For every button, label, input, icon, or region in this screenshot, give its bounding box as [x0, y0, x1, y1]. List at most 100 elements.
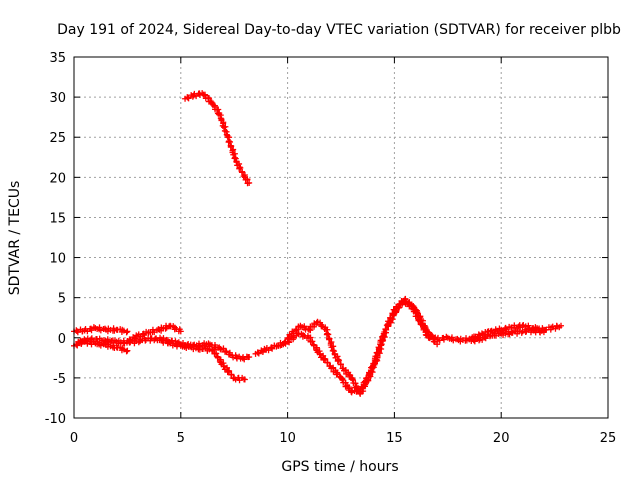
data-point	[238, 169, 245, 176]
data-point	[228, 371, 235, 378]
data-point	[376, 350, 383, 357]
x-tick-label: 0	[70, 431, 78, 446]
data-point	[335, 357, 342, 364]
data-point	[185, 95, 192, 102]
data-point	[293, 327, 300, 334]
data-points	[71, 90, 565, 397]
data-point	[123, 348, 130, 355]
data-point	[558, 322, 565, 329]
data-point	[223, 348, 230, 355]
series-track-c	[75, 334, 253, 363]
data-point	[410, 305, 417, 312]
y-tick-label: 35	[49, 51, 66, 66]
data-point	[269, 345, 276, 352]
series-track-a	[71, 324, 131, 336]
data-point	[393, 308, 400, 315]
y-axis-label: SDTVAR / TECUs	[7, 181, 23, 296]
data-point	[96, 324, 103, 331]
data-point	[230, 146, 237, 153]
x-tick-label: 10	[279, 431, 296, 446]
data-point	[237, 164, 244, 171]
data-point	[124, 328, 131, 335]
x-tick-label: 5	[177, 431, 185, 446]
data-point	[346, 385, 353, 392]
data-point	[334, 358, 341, 365]
data-point	[227, 138, 234, 145]
axis-ticks: 0 5 10 15 20 25 -10 -5 0 5 10 15 20 25 30 35	[45, 51, 617, 446]
data-point	[334, 370, 341, 377]
data-point	[126, 336, 133, 343]
data-point	[381, 334, 388, 341]
data-point	[349, 376, 356, 383]
data-point	[322, 355, 329, 362]
data-point	[400, 297, 407, 304]
data-point	[104, 336, 111, 343]
data-point	[213, 350, 220, 357]
data-point	[366, 369, 373, 376]
data-point	[74, 342, 81, 349]
data-point	[196, 344, 203, 351]
data-point	[317, 351, 324, 358]
data-point	[324, 359, 331, 366]
series-track-i	[423, 322, 565, 345]
data-point	[282, 338, 289, 345]
series-track-g	[252, 295, 441, 396]
series-track-h	[280, 297, 432, 397]
data-point	[207, 98, 214, 105]
data-point	[181, 342, 188, 349]
y-tick-label: -10	[45, 412, 66, 427]
data-point	[201, 91, 208, 98]
x-tick-label: 20	[493, 431, 510, 446]
data-point	[509, 329, 516, 336]
data-point	[448, 334, 455, 341]
data-point	[167, 339, 174, 346]
data-point	[482, 335, 489, 342]
data-point	[384, 322, 391, 329]
chart-title: Day 191 of 2024, Sidereal Day-to-day VTE…	[57, 22, 621, 38]
data-point	[236, 165, 243, 172]
y-tick-label: 10	[49, 252, 66, 267]
data-point	[378, 341, 385, 348]
data-point	[183, 344, 190, 351]
data-point	[97, 327, 104, 334]
x-tick-label: 25	[600, 431, 617, 446]
data-point	[97, 342, 104, 349]
data-point	[337, 361, 344, 368]
data-point	[124, 347, 131, 354]
y-tick-label: 5	[58, 292, 66, 307]
data-point	[123, 329, 130, 336]
data-point	[540, 329, 547, 336]
x-tick-label: 15	[386, 431, 403, 446]
y-tick-label: 25	[49, 131, 66, 146]
series-track-d	[124, 322, 184, 344]
y-tick-label: -5	[53, 372, 66, 387]
data-point	[177, 328, 184, 335]
data-point	[127, 337, 134, 344]
data-point	[362, 381, 369, 388]
data-point	[339, 375, 346, 382]
data-point	[221, 363, 228, 370]
data-point	[246, 179, 253, 186]
y-tick-label: 0	[58, 332, 66, 347]
y-tick-label: 15	[49, 211, 66, 226]
data-point	[140, 332, 147, 339]
data-point	[309, 338, 316, 345]
data-point	[383, 326, 390, 333]
plot-frame	[73, 56, 609, 419]
data-point	[328, 339, 335, 346]
data-point	[240, 173, 247, 180]
data-point	[450, 337, 457, 344]
data-point	[246, 354, 253, 361]
data-point	[325, 331, 332, 338]
data-point	[470, 337, 477, 344]
y-tick-label: 20	[49, 171, 66, 186]
data-point	[290, 330, 297, 337]
data-point	[226, 367, 233, 374]
data-point	[301, 323, 308, 330]
data-point	[255, 350, 262, 357]
series-track-j	[468, 326, 547, 345]
data-point	[395, 304, 402, 311]
x-axis-label: GPS time / hours	[281, 459, 398, 475]
data-point	[74, 329, 81, 336]
